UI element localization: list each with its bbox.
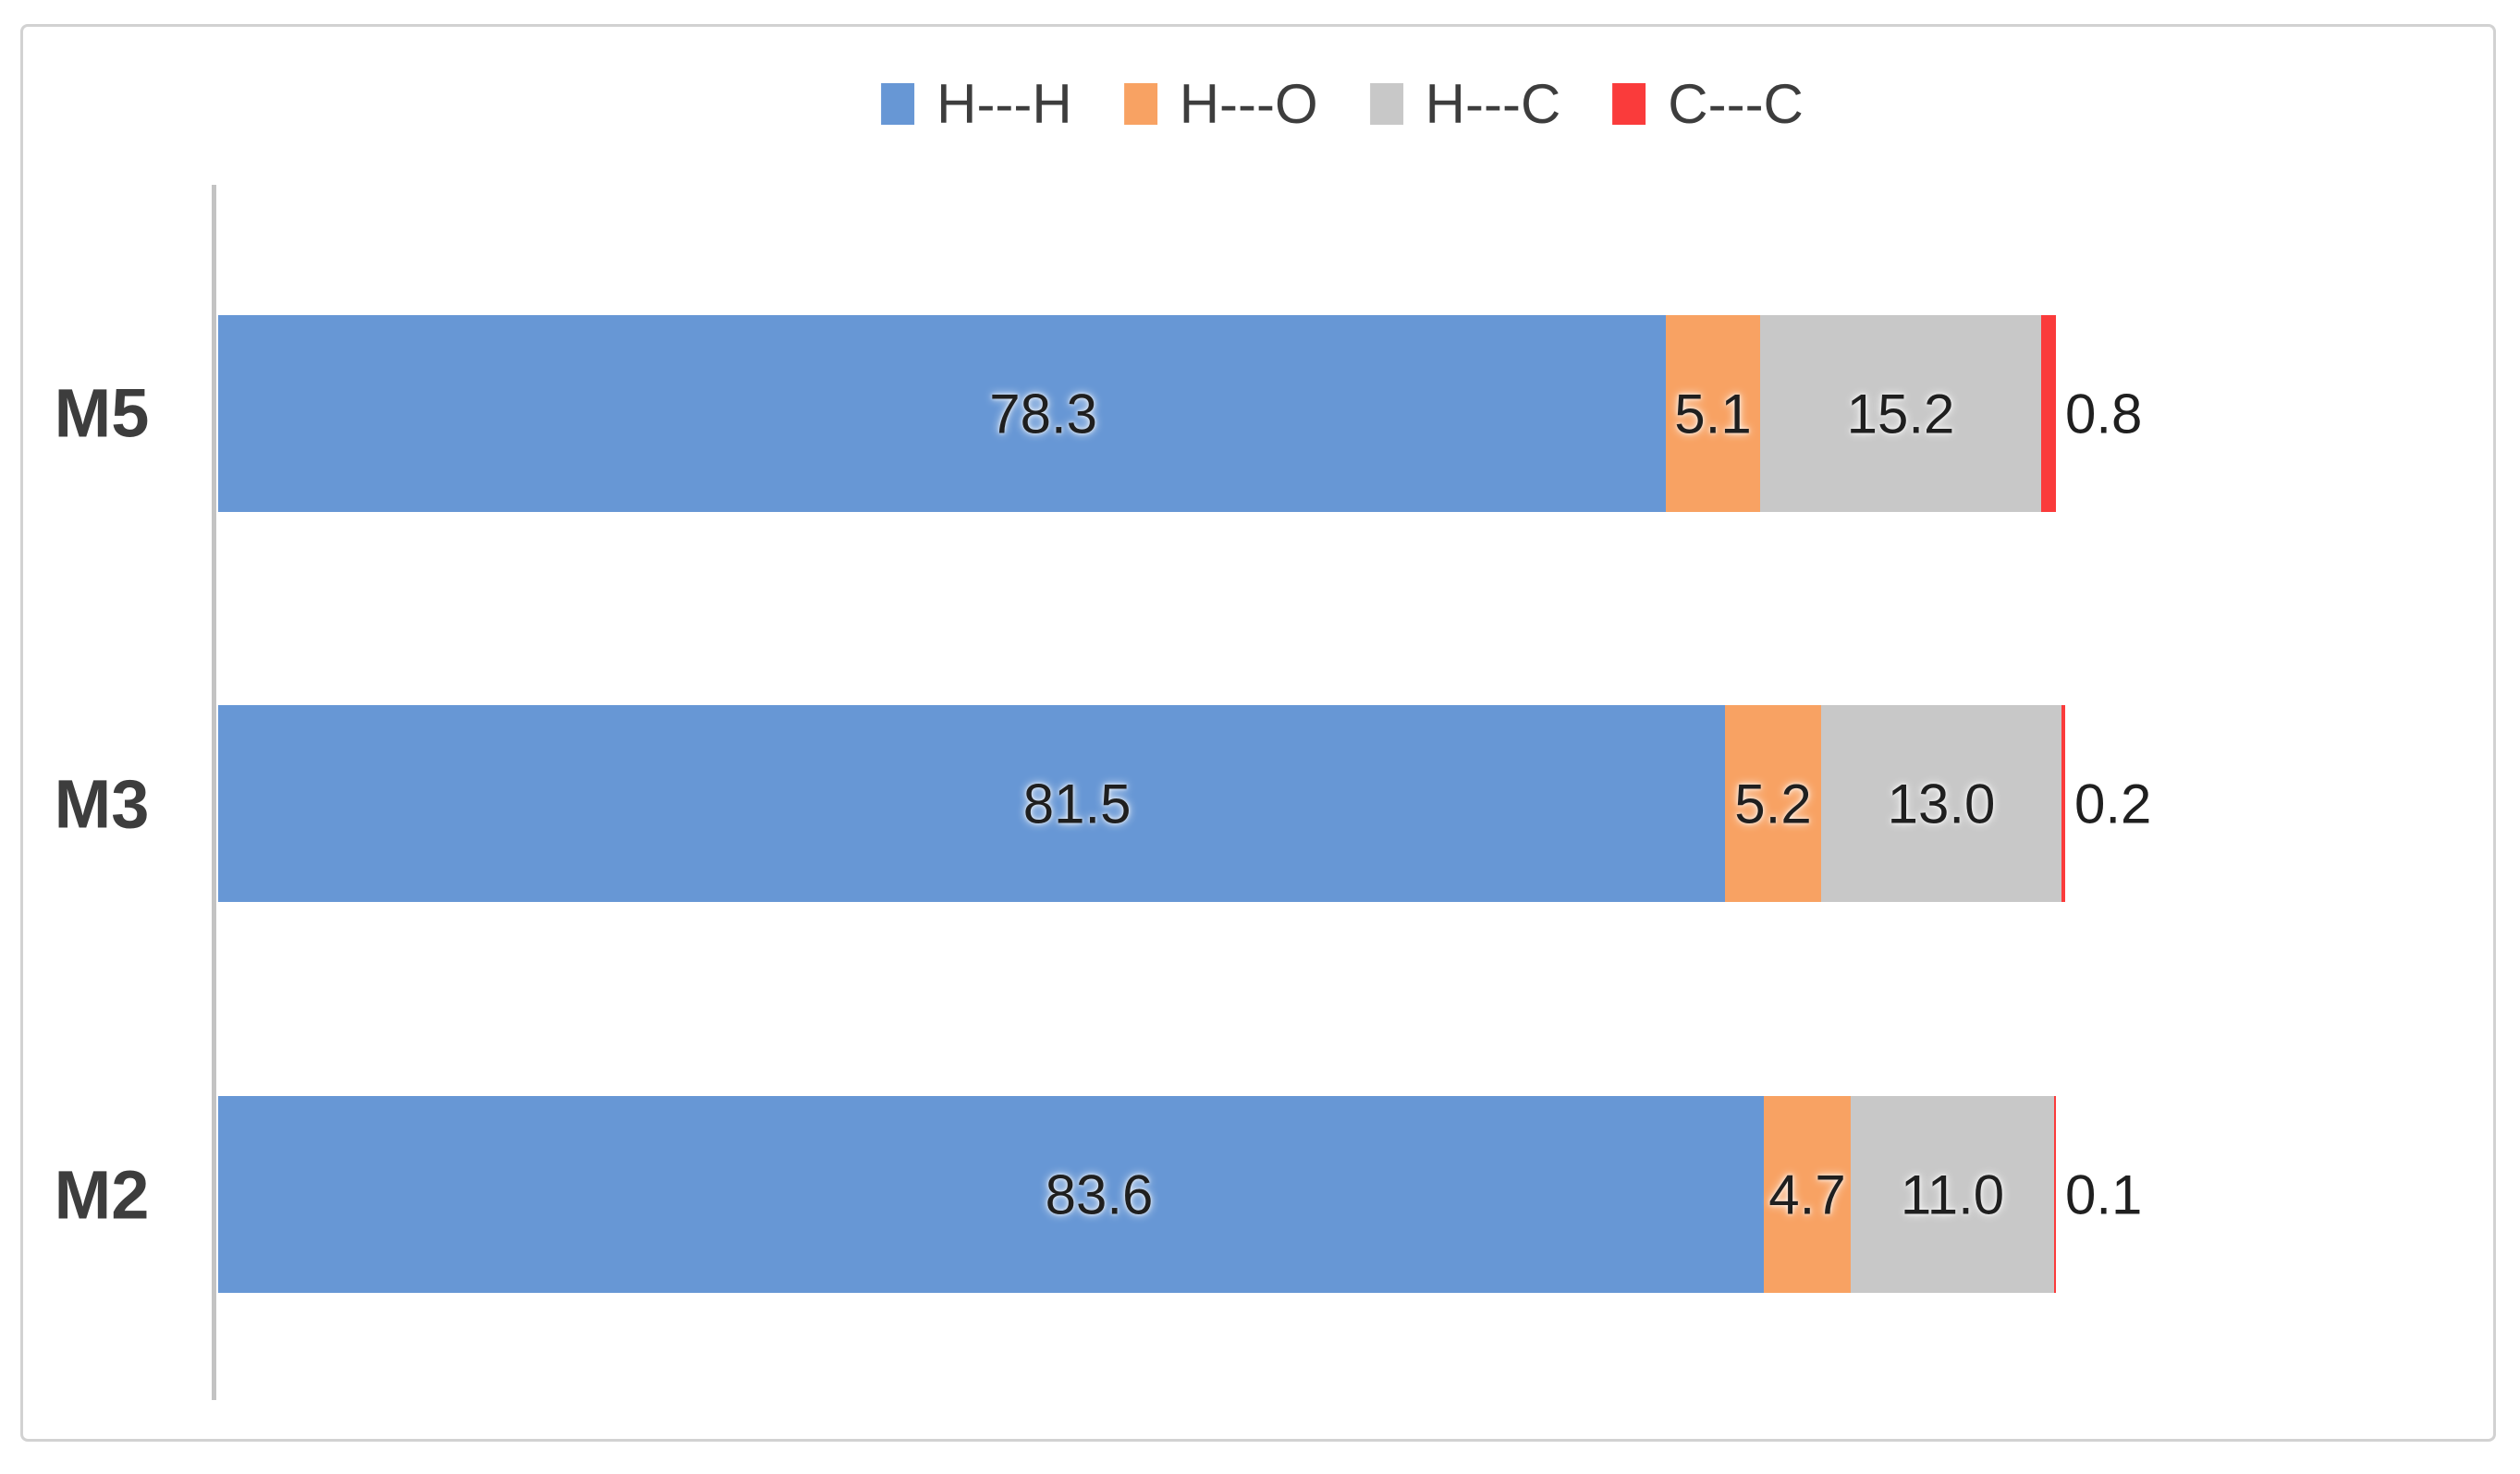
value-label: 5.1 xyxy=(1674,383,1752,445)
legend-label: H---H xyxy=(936,73,1072,135)
bar-segment-h-h xyxy=(218,315,1666,512)
bar-segment-h-c xyxy=(1760,315,2041,512)
value-label: 83.6 xyxy=(1045,1163,1154,1225)
bar-segment-h-c xyxy=(1851,1096,2054,1293)
value-label: 0.2 xyxy=(2074,773,2152,834)
bar-segment-c-c xyxy=(2061,705,2065,902)
legend-item-h-c: H---C xyxy=(1369,72,1561,136)
legend-item-h-o: H---O xyxy=(1123,72,1318,136)
category-label-m5: M5 xyxy=(54,374,150,452)
legend-swatch-c-c xyxy=(1612,83,1646,125)
legend-label: C---C xyxy=(1668,73,1804,135)
legend-item-h-h: H---H xyxy=(881,72,1072,136)
bar-segment-c-c xyxy=(2054,1096,2056,1293)
bar-segment-h-h xyxy=(218,705,1725,902)
category-axis-line xyxy=(212,185,216,1400)
legend-swatch-h-o xyxy=(1123,83,1157,125)
bar-segment-h-o xyxy=(1666,315,1760,512)
legend-item-c-c: C---C xyxy=(1612,72,1804,136)
value-label: 81.5 xyxy=(1022,773,1132,834)
bar-segment-h-h xyxy=(218,1096,1764,1293)
value-label: 4.7 xyxy=(1768,1163,1846,1225)
legend-swatch-h-h xyxy=(881,83,915,125)
chart-legend: H---H H---O H---C C---C xyxy=(881,72,1804,136)
category-label-m2: M2 xyxy=(54,1156,150,1234)
bar-segment-h-o xyxy=(1725,705,1821,902)
value-label: 15.2 xyxy=(1846,383,1955,445)
bar-segment-h-o xyxy=(1764,1096,1851,1293)
legend-label: H---C xyxy=(1425,73,1561,135)
category-label-m3: M3 xyxy=(54,765,150,843)
legend-label: H---O xyxy=(1179,73,1318,135)
value-label: 78.3 xyxy=(989,383,1097,445)
bar-segment-c-c xyxy=(2041,315,2056,512)
legend-swatch-h-c xyxy=(1369,83,1403,125)
value-label: 11.0 xyxy=(1900,1163,2005,1225)
bar-segment-h-c xyxy=(1821,705,2061,902)
value-label: 13.0 xyxy=(1887,773,1996,834)
value-label: 0.1 xyxy=(2065,1163,2143,1225)
value-label: 0.8 xyxy=(2065,383,2143,445)
value-label: 5.2 xyxy=(1734,773,1812,834)
